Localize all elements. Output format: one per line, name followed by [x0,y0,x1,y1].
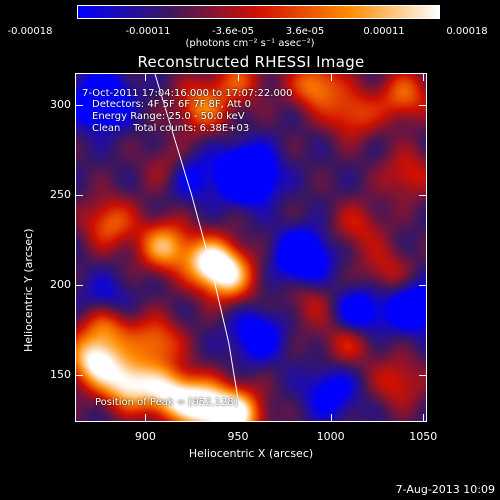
tick-label: 900 [134,430,156,443]
colorbar-tick-label: 3.6e-05 [285,26,325,37]
detectors-text: Detectors: 4F 5F 6F 7F 8F, Att 0 [92,99,252,110]
colorbar [77,5,440,19]
colorbar-units: (photons cm⁻² s⁻¹ asec⁻²) [185,38,315,49]
tick-mark [145,414,147,422]
colorbar-tick-label: -3.6e-05 [212,26,254,37]
peak-position-text: Position of Peak = [952,128] [95,397,238,408]
tick-mark [75,195,83,197]
heatmap-image [76,74,426,421]
solar-limb-overlay [154,74,243,421]
method-counts-text: Clean Total counts: 6.38E+03 [92,123,250,134]
tick-label: 1000 [316,430,345,443]
tick-mark [419,375,427,377]
generation-date: 7-Aug-2013 10:09 [395,483,495,496]
tick-label: 300 [50,98,71,112]
solar-limb-line [154,74,243,421]
colorbar-tick-label: -0.00011 [125,26,171,37]
time-range-text: 7-Oct-2011 17:04:16.000 to 17:07:22.000 [82,88,293,99]
energy-range-text: Energy Range: 25.0 - 50.0 keV [92,111,245,122]
tick-label: 250 [50,188,71,202]
tick-label: 1050 [409,430,438,443]
tick-label: 200 [50,278,71,292]
tick-mark [330,414,332,422]
tick-mark [238,73,240,81]
tick-mark [330,73,332,81]
plot-area: 7-Oct-2011 17:04:16.000 to 17:07:22.000 … [75,73,427,422]
tick-mark [419,285,427,287]
tick-mark [419,195,427,197]
tick-mark [238,414,240,422]
tick-mark [419,105,427,107]
chart-title: Reconstructed RHESSI Image [137,53,365,71]
tick-mark [423,73,425,81]
x-axis-label: Heliocentric X (arcsec) [188,447,314,460]
colorbar-tick-label: 0.00018 [446,26,488,37]
colorbar-tick-label: 0.00011 [363,26,405,37]
tick-mark [75,105,83,107]
tick-label: 150 [50,368,71,382]
tick-mark [145,73,147,81]
tick-mark [423,414,425,422]
tick-label: 950 [227,430,249,443]
tick-mark [75,375,83,377]
colorbar-tick-label: -0.00018 [7,26,53,37]
tick-mark [75,285,83,287]
y-axis-label: Heliocentric Y (arcsec) [22,228,35,352]
